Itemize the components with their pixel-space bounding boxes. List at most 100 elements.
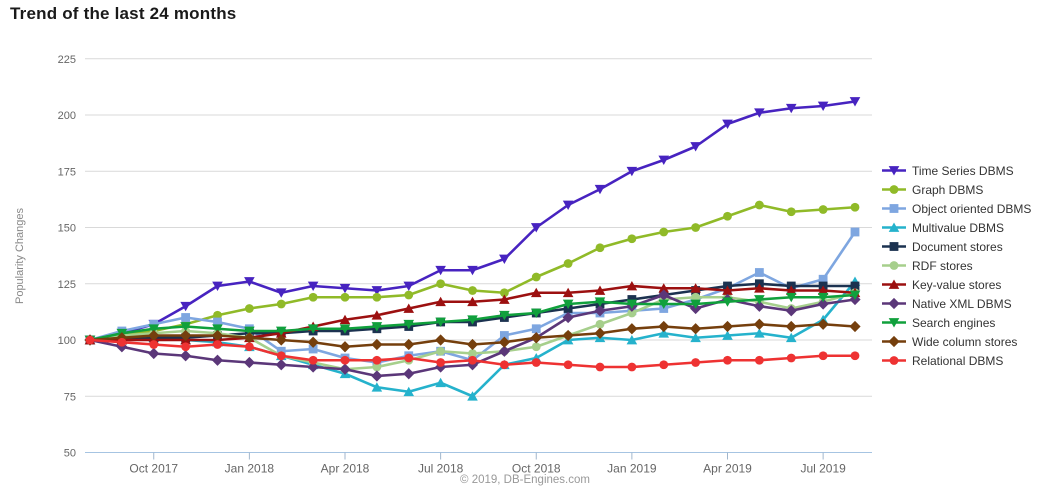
series-point-graph-dbms: [244, 304, 254, 313]
series-point-wide-column-stores: [371, 338, 383, 351]
series-point-graph-dbms: [276, 299, 286, 309]
series-point-graph-dbms: [436, 279, 446, 289]
series-point-native-xml-dbms: [753, 300, 765, 312]
legend-item-key-value-stores[interactable]: Key-value stores: [881, 275, 1049, 294]
legend-item-search-engines[interactable]: Search engines: [881, 313, 1049, 332]
series-point-object-oriented-dbms: [181, 313, 191, 322]
series-point-relational-dbms: [468, 355, 477, 365]
triangle-down-icon: [888, 318, 900, 328]
series-point-rdf-stores: [468, 349, 477, 358]
y-tick-label: 200: [58, 110, 76, 122]
series-point-search-engines: [626, 299, 638, 309]
legend-item-wide-column-stores[interactable]: Wide column stores: [881, 332, 1049, 351]
legend: Time Series DBMS Graph DBMS Object oriente…: [881, 161, 1049, 370]
series-point-search-engines: [594, 297, 606, 307]
series-point-search-engines: [658, 299, 670, 309]
series-point-key-value-stores: [435, 296, 446, 307]
series-point-time-series-dbms: [467, 265, 478, 276]
series-point-multivalue-dbms: [658, 328, 670, 338]
series-point-relational-dbms: [818, 351, 828, 361]
series-point-key-value-stores: [626, 281, 638, 291]
series-point-wide-column-stores: [753, 318, 765, 330]
series-point-graph-dbms: [786, 207, 796, 217]
series-point-search-engines: [690, 299, 701, 309]
legend-item-object-oriented-dbms[interactable]: Object oriented DBMS: [881, 199, 1049, 218]
series-point-multivalue-dbms: [722, 330, 733, 340]
legend-item-time-series-dbms[interactable]: Time Series DBMS: [881, 161, 1049, 180]
series-point-relational-dbms: [563, 360, 573, 370]
series-point-wide-column-stores: [594, 327, 606, 339]
series-point-time-series-dbms: [275, 288, 287, 298]
x-tick-label: Jul 2018: [418, 462, 464, 476]
x-tick-label: Jan 2019: [607, 462, 657, 476]
legend-item-document-stores[interactable]: Document stores: [881, 237, 1049, 256]
series-point-graph-dbms: [372, 292, 382, 302]
series-point-native-xml-dbms: [594, 305, 606, 317]
series-point-relational-dbms: [117, 337, 127, 347]
y-tick-label: 150: [58, 223, 76, 235]
legend-item-rdf-stores[interactable]: RDF stores: [881, 256, 1049, 275]
legend-item-relational-dbms[interactable]: Relational DBMS: [881, 351, 1049, 370]
triangle-up-icon: [888, 222, 900, 232]
series-point-search-engines: [499, 310, 510, 321]
diamond-legend-marker-icon: [882, 335, 906, 348]
series-point-key-value-stores: [658, 283, 670, 293]
series-search-engines: [84, 290, 861, 345]
series-point-native-xml-dbms: [243, 356, 255, 369]
series-point-native-xml-dbms: [148, 347, 160, 360]
series-point-rdf-stores: [372, 362, 382, 372]
series-point-time-series-dbms: [499, 254, 510, 264]
series-point-multivalue-dbms: [371, 382, 383, 392]
series-point-relational-dbms: [404, 353, 414, 363]
series-point-key-value-stores: [722, 285, 733, 295]
series-point-time-series-dbms: [530, 223, 542, 233]
series-point-time-series-dbms: [722, 119, 733, 129]
x-tick-label: Jan 2018: [225, 462, 275, 476]
series-point-relational-dbms: [499, 360, 509, 370]
series-point-relational-dbms: [786, 353, 796, 363]
square-icon: [889, 204, 899, 213]
series-point-key-value-stores: [562, 287, 574, 298]
legend-item-label: RDF stores: [912, 258, 973, 273]
series-point-time-series-dbms: [594, 184, 606, 195]
legend-item-graph-dbms[interactable]: Graph DBMS: [881, 180, 1049, 199]
series-point-key-value-stores: [785, 285, 797, 295]
series-key-value-stores: [84, 281, 861, 345]
series-point-native-xml-dbms: [180, 350, 192, 362]
legend-item-multivalue-dbms[interactable]: Multivalue DBMS: [881, 218, 1049, 237]
series-point-search-engines: [817, 292, 829, 303]
page-title: Trend of the last 24 months: [10, 4, 237, 23]
series-wide-column-stores: [84, 318, 861, 353]
series-point-key-value-stores: [371, 310, 383, 320]
series-point-native-xml-dbms: [339, 363, 351, 375]
series-point-time-series-dbms: [690, 142, 701, 152]
series-point-wide-column-stores: [849, 320, 861, 333]
series-point-time-series-dbms: [754, 108, 765, 118]
legend-item-native-xml-dbms[interactable]: Native XML DBMS: [881, 294, 1049, 313]
series-point-relational-dbms: [691, 358, 701, 367]
series-point-rdf-stores: [627, 308, 637, 318]
series-point-multivalue-dbms: [435, 377, 446, 388]
series-point-time-series-dbms: [403, 281, 415, 291]
triangle-down-icon: [888, 166, 900, 176]
series-point-wide-column-stores: [403, 338, 415, 351]
series-point-wide-column-stores: [721, 320, 734, 333]
series-point-graph-dbms: [659, 227, 669, 237]
series-point-graph-dbms: [723, 211, 732, 221]
series-point-rdf-stores: [595, 319, 605, 329]
series-point-time-series-dbms: [212, 281, 223, 291]
series-point-search-engines: [180, 322, 191, 332]
series-point-time-series-dbms: [817, 101, 829, 111]
series-point-graph-dbms: [627, 234, 637, 244]
x-tick-label: Oct 2017: [129, 462, 178, 476]
y-axis-label: Popularity Changes: [14, 208, 26, 305]
legend-item-label: Object oriented DBMS: [912, 201, 1032, 216]
series-point-search-engines: [148, 324, 160, 334]
series-point-key-value-stores: [754, 283, 765, 293]
series-point-multivalue-dbms: [785, 332, 797, 343]
series-point-wide-column-stores: [435, 334, 447, 346]
series-point-key-value-stores: [499, 294, 510, 304]
series-point-search-engines: [307, 324, 319, 334]
series-point-relational-dbms: [340, 355, 350, 365]
